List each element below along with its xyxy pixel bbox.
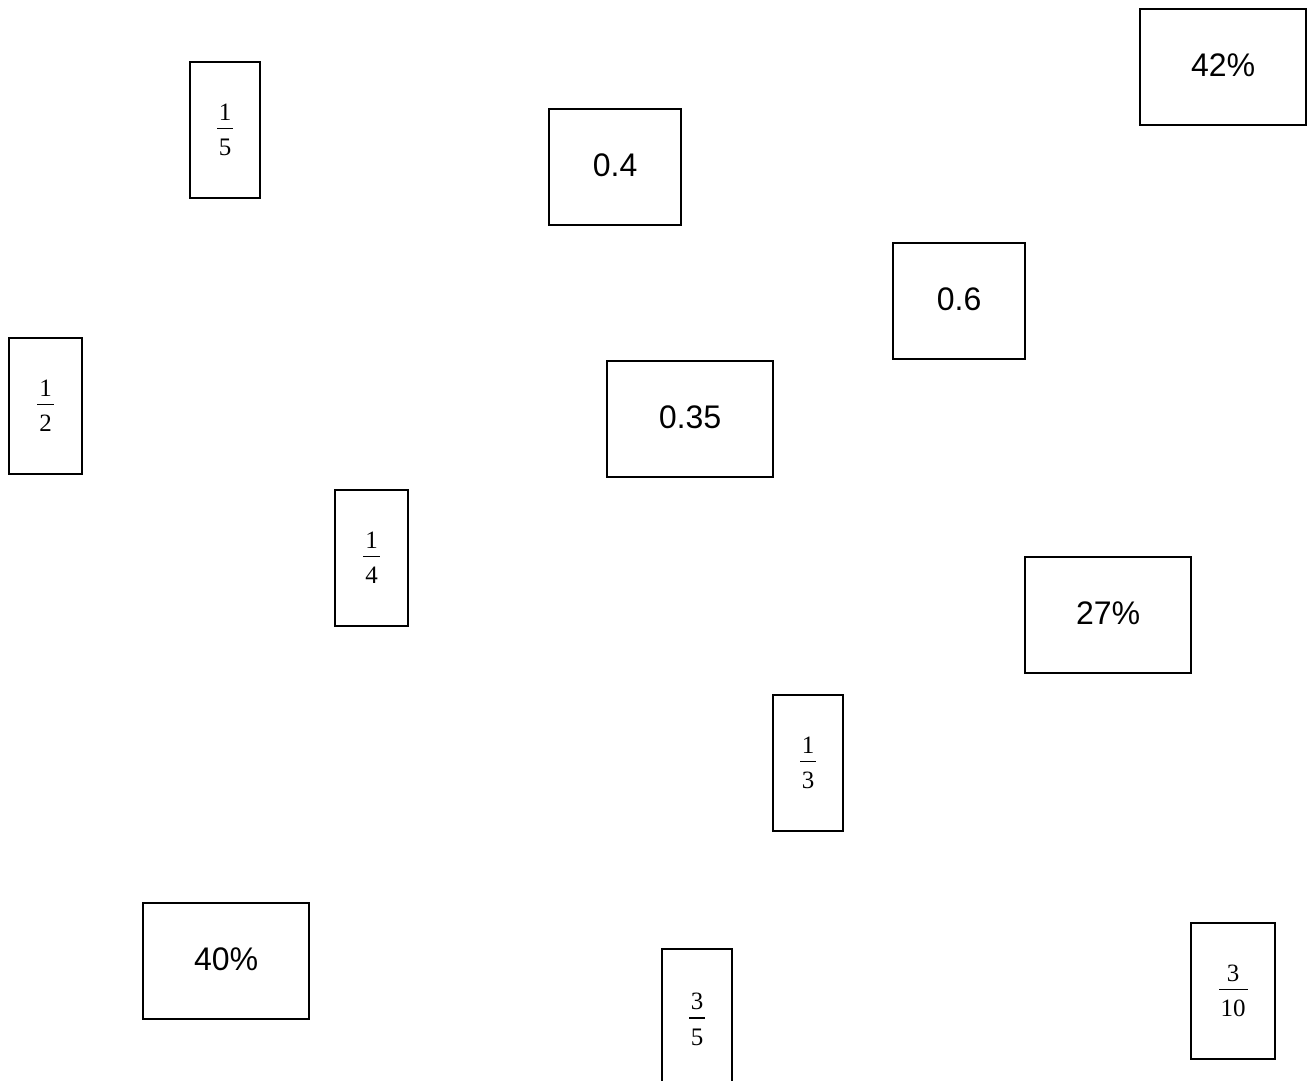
card-value: 40% xyxy=(193,941,259,977)
card-value: 0.4 xyxy=(592,147,638,183)
decimal-card-0-6[interactable]: 0.6 xyxy=(892,242,1026,360)
fraction-card-1-5[interactable]: 1 5 xyxy=(189,61,261,199)
fraction-card-3-5[interactable]: 3 5 xyxy=(661,948,733,1081)
denominator: 3 xyxy=(801,767,815,795)
decimal-card-0-4[interactable]: 0.4 xyxy=(548,108,682,226)
fraction-bar xyxy=(1218,988,1248,991)
card-value: 27% xyxy=(1075,595,1141,631)
card-value: 42% xyxy=(1190,47,1256,83)
percent-card-40[interactable]: 40% xyxy=(142,902,310,1020)
fraction-bar xyxy=(37,403,54,406)
numerator: 1 xyxy=(801,731,815,759)
fraction: 3 5 xyxy=(688,988,706,1051)
percent-card-42[interactable]: 42% xyxy=(1139,8,1307,126)
fraction: 3 10 xyxy=(1218,959,1248,1023)
numerator: 3 xyxy=(1226,959,1240,987)
denominator: 5 xyxy=(218,134,232,162)
card-value: 0.35 xyxy=(658,399,722,435)
fraction: 1 3 xyxy=(799,731,817,795)
denominator: 10 xyxy=(1220,995,1246,1023)
numerator: 3 xyxy=(690,988,704,1016)
fraction-bar xyxy=(363,555,380,558)
numerator: 1 xyxy=(218,98,232,126)
decimal-card-0-35[interactable]: 0.35 xyxy=(606,360,774,478)
percent-card-27[interactable]: 27% xyxy=(1024,556,1192,674)
fraction-bar xyxy=(216,127,234,130)
denominator: 5 xyxy=(690,1023,704,1051)
fraction: 1 2 xyxy=(37,374,54,438)
fraction-card-1-2[interactable]: 1 2 xyxy=(8,337,83,475)
fraction: 1 5 xyxy=(216,98,234,162)
fraction-card-1-3[interactable]: 1 3 xyxy=(772,694,844,832)
denominator: 4 xyxy=(365,562,378,590)
numerator: 1 xyxy=(365,526,378,554)
card-value: 0.6 xyxy=(936,281,982,317)
numerator: 1 xyxy=(39,374,52,402)
denominator: 2 xyxy=(39,410,52,438)
fraction-card-1-4[interactable]: 1 4 xyxy=(334,489,409,627)
fraction-bar xyxy=(799,760,817,763)
fraction: 1 4 xyxy=(363,526,380,590)
fraction-card-3-10[interactable]: 3 10 xyxy=(1190,922,1276,1060)
fraction-bar xyxy=(688,1017,706,1019)
